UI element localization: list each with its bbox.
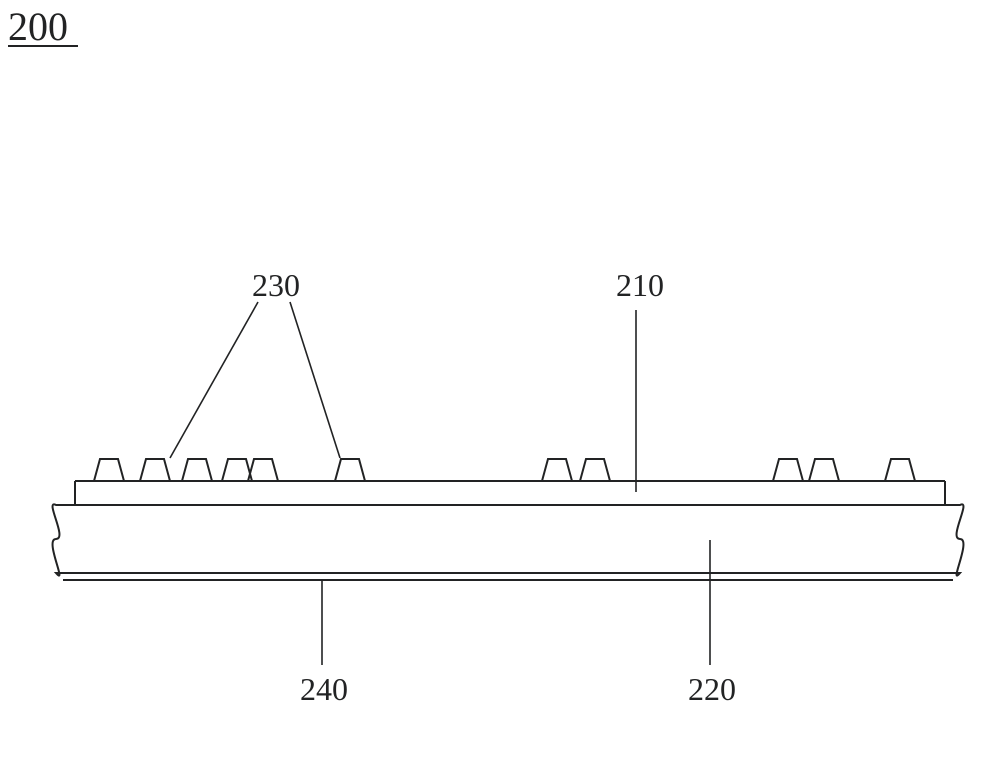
bump-230 (94, 459, 124, 481)
substrate-220 (53, 504, 964, 575)
bump-230 (140, 459, 170, 481)
bump-230 (580, 459, 610, 481)
bump-230 (542, 459, 572, 481)
figure-ref-number: 200 (8, 4, 68, 49)
bump-230 (773, 459, 803, 481)
bump-230 (248, 459, 278, 481)
label-240: 240 (300, 671, 348, 707)
bump-230 (182, 459, 212, 481)
bump-230 (885, 459, 915, 481)
label-210: 210 (616, 267, 664, 303)
lead-line-230 (170, 302, 258, 458)
label-230: 230 (252, 267, 300, 303)
bump-230 (809, 459, 839, 481)
lead-lines-230 (170, 302, 340, 458)
label-220: 220 (688, 671, 736, 707)
bumps-230-group (94, 459, 915, 481)
lead-line-230 (290, 302, 340, 458)
bump-230 (222, 459, 252, 481)
bump-230 (335, 459, 365, 481)
engineering-diagram: 200 210 220 230 240 (0, 0, 1000, 771)
layer-210 (75, 481, 945, 505)
